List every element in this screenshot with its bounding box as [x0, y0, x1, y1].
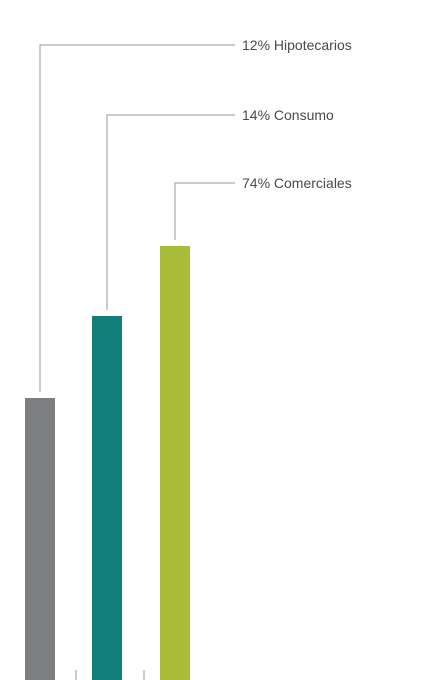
- leader-line-hipotecarios: [39, 44, 235, 392]
- baseline-ticks-layer: [75, 670, 145, 680]
- data-label-comerciales: 74% Comerciales: [242, 175, 352, 191]
- data-label-consumo: 14% Consumo: [242, 107, 334, 123]
- bars-layer: [25, 246, 190, 680]
- bar-hipotecarios: [25, 398, 55, 680]
- bar-consumo: [92, 316, 122, 680]
- data-labels-layer: 12% Hipotecarios 14% Consumo 74% Comercial…: [242, 37, 352, 191]
- leader-line-comerciales: [174, 182, 235, 240]
- leader-line-consumo: [106, 114, 235, 310]
- bar-comerciales: [160, 246, 190, 680]
- leader-lines-layer: [39, 44, 235, 392]
- data-label-hipotecarios: 12% Hipotecarios: [242, 37, 352, 53]
